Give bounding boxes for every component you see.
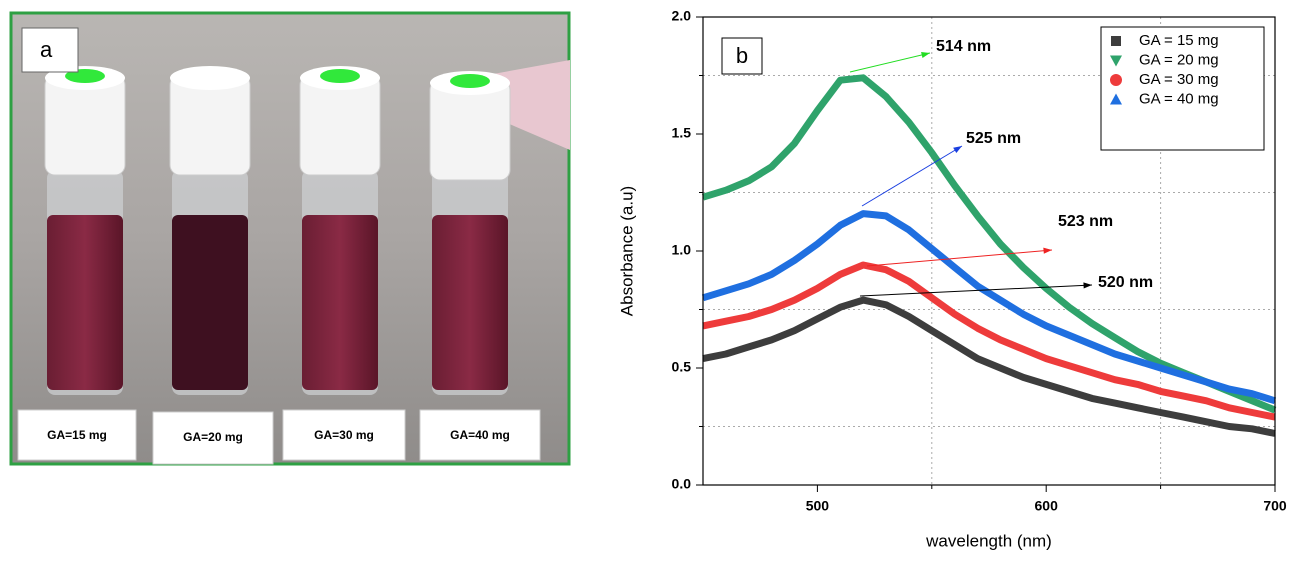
y-tick-label: 0.5 <box>672 359 692 375</box>
caption: GA=40 mg <box>450 428 510 442</box>
x-tick-label: 700 <box>1263 498 1287 514</box>
annotation-arrowhead <box>1043 247 1052 254</box>
annotation-arrow <box>859 284 1093 297</box>
annotation: 525 nm <box>966 130 1021 147</box>
caption: GA=20 mg <box>183 430 243 444</box>
annotation: 514 nm <box>936 38 991 55</box>
legend-marker <box>1110 93 1122 105</box>
legend-marker <box>1110 55 1122 67</box>
panel-label-box <box>21 27 79 73</box>
vial <box>429 71 511 395</box>
legend-label: GA = 20 mg <box>1139 51 1219 68</box>
annotation-arrow <box>849 52 931 73</box>
series-line <box>701 210 1277 405</box>
annotation: 520 nm <box>1098 274 1153 291</box>
x-tick-label: 600 <box>1035 498 1059 514</box>
caption: GA=30 mg <box>314 428 374 442</box>
caption-box <box>152 411 274 465</box>
vial <box>299 66 381 395</box>
caption-box <box>419 409 541 461</box>
vial <box>169 66 251 395</box>
x-tick-label: 500 <box>806 498 830 514</box>
legend-label: GA = 30 mg <box>1139 71 1219 88</box>
photo-panel: a GA=15 mg GA=20 mg GA=30 mg GA=40 mg <box>9 11 571 466</box>
panel-label: a <box>40 37 53 62</box>
panel-label-box <box>721 37 763 75</box>
annotation-arrowhead <box>953 146 962 153</box>
series-line <box>702 296 1276 437</box>
vial <box>44 66 126 395</box>
legend-label: GA = 40 mg <box>1139 90 1219 107</box>
x-axis-label: wavelength (nm) <box>925 531 1052 550</box>
annotation-arrowhead <box>1083 282 1092 289</box>
caption: GA=15 mg <box>47 428 107 442</box>
legend-box <box>1100 26 1265 151</box>
y-tick-label: 2.0 <box>672 8 692 24</box>
annotation-arrow <box>861 145 963 207</box>
y-axis-label: Absorbance (a.u) <box>617 186 636 316</box>
y-tick-label: 1.5 <box>672 125 692 141</box>
chart-panel: 500 600 700 0.0 0.5 1.0 1.5 2.0 wavelength (nm) A… <box>617 8 1286 551</box>
legend-label: GA = 15 mg <box>1139 32 1219 49</box>
annotation-arrow <box>866 249 1053 267</box>
legend-marker <box>1110 74 1122 86</box>
y-tick-label: 0.0 <box>672 476 692 492</box>
caption-box <box>282 409 406 461</box>
series-line <box>702 261 1276 421</box>
annotation: 523 nm <box>1058 213 1113 230</box>
panel-label: b <box>736 43 748 68</box>
legend-marker <box>1111 36 1121 46</box>
caption-box <box>17 409 137 461</box>
annotation-arrowhead <box>921 51 930 58</box>
y-tick-label: 1.0 <box>672 242 692 258</box>
